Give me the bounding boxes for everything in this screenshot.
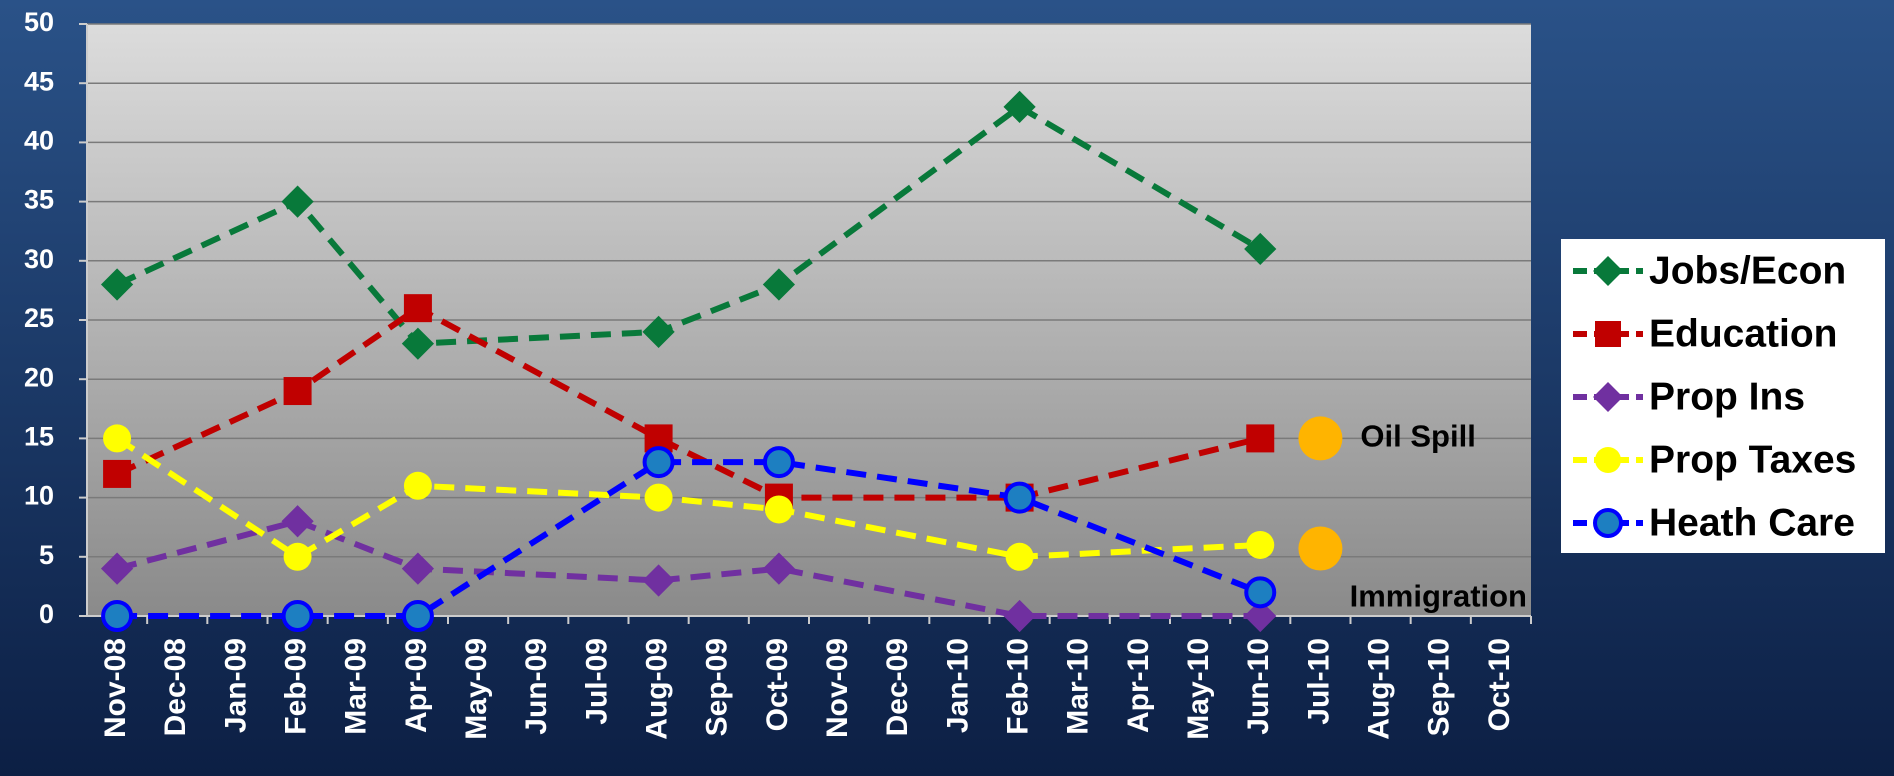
data-point <box>403 471 432 500</box>
data-point <box>1003 90 1036 123</box>
annotation-marker <box>1298 526 1343 571</box>
y-tick-label: 15 <box>24 422 54 452</box>
x-tick-label: Jan-10 <box>941 638 974 733</box>
legend-marker <box>1595 321 1621 347</box>
legend-label: Prop Taxes <box>1649 438 1856 481</box>
legend-label: Jobs/Econ <box>1649 249 1846 292</box>
x-tick-label: May-10 <box>1182 638 1215 740</box>
x-tick-label: Oct-10 <box>1483 638 1516 731</box>
data-point <box>281 185 314 218</box>
x-tick-label: Oct-09 <box>761 638 794 731</box>
x-tick-label: Aug-09 <box>641 638 674 740</box>
x-tick-label: Dec-09 <box>881 638 914 736</box>
data-point <box>642 315 675 348</box>
x-tick-label: Aug-10 <box>1363 638 1396 740</box>
data-point <box>1003 599 1036 633</box>
data-point <box>103 459 132 488</box>
x-tick-label: Jan-09 <box>219 638 252 733</box>
data-point <box>101 600 134 632</box>
x-tick-label: Apr-09 <box>400 638 433 733</box>
x-tick-label: Feb-10 <box>1002 638 1035 735</box>
data-point <box>1244 576 1277 609</box>
y-tick-label: 25 <box>24 303 54 333</box>
data-point <box>103 424 132 453</box>
x-tick-label: Sep-10 <box>1423 638 1456 736</box>
y-tick-label: 35 <box>24 185 54 215</box>
data-point <box>283 377 312 406</box>
y-tick-label: 40 <box>24 126 54 156</box>
annotation-marker <box>1298 416 1343 461</box>
data-point <box>401 600 434 632</box>
y-tick-label: 45 <box>24 66 54 96</box>
x-tick-label: Jul-10 <box>1302 638 1335 725</box>
y-tick-label: 30 <box>24 244 54 274</box>
legend-label: Prop Ins <box>1649 375 1805 418</box>
data-point <box>1005 542 1034 571</box>
x-tick-label: Jun-09 <box>520 638 553 735</box>
legend-marker <box>1593 508 1623 538</box>
x-tick-label: May-09 <box>460 638 493 740</box>
legend-marker <box>1593 256 1623 286</box>
data-point <box>762 268 796 301</box>
legend-label: Heath Care <box>1649 501 1855 544</box>
data-point <box>283 542 312 571</box>
x-tick-label: Dec-08 <box>159 638 192 736</box>
data-point <box>401 552 435 585</box>
annotation-label: Immigration <box>1350 579 1527 614</box>
x-tick-label: Nov-08 <box>99 638 132 738</box>
y-tick-label: 5 <box>39 540 54 570</box>
data-point <box>1003 481 1036 514</box>
x-tick-label: Apr-10 <box>1122 638 1155 733</box>
data-point <box>762 446 795 479</box>
annotation-label: Oil Spill <box>1360 419 1475 454</box>
y-tick-label: 0 <box>39 599 54 629</box>
x-tick-label: Mar-10 <box>1062 638 1095 735</box>
y-tick-label: 10 <box>24 481 54 511</box>
legend-label: Education <box>1649 312 1838 355</box>
y-tick-label: 20 <box>24 362 54 392</box>
data-point <box>100 268 134 301</box>
x-tick-label: Sep-09 <box>701 638 734 736</box>
data-point <box>1244 232 1277 266</box>
data-point <box>1246 424 1275 453</box>
data-point <box>403 294 432 323</box>
data-point <box>281 505 314 538</box>
x-tick-label: Nov-09 <box>821 638 854 738</box>
data-point <box>642 564 675 597</box>
x-tick-label: Jul-09 <box>580 638 613 725</box>
data-point <box>642 446 675 479</box>
data-point <box>644 483 673 512</box>
data-point <box>764 495 793 524</box>
x-tick-label: Mar-09 <box>340 638 373 735</box>
data-point <box>100 552 134 585</box>
x-tick-label: Jun-10 <box>1242 638 1275 735</box>
y-tick-label: 50 <box>24 7 54 37</box>
data-point <box>1246 530 1275 559</box>
data-point <box>401 327 435 360</box>
legend-marker <box>1595 447 1621 473</box>
legend-marker <box>1593 382 1623 412</box>
x-tick-label: Feb-09 <box>280 638 313 735</box>
data-point <box>1244 599 1277 633</box>
legend: Jobs/Econ Education Prop Ins Prop Taxes Heat… <box>1561 239 1885 553</box>
data-point <box>762 552 796 585</box>
data-point <box>281 600 314 632</box>
